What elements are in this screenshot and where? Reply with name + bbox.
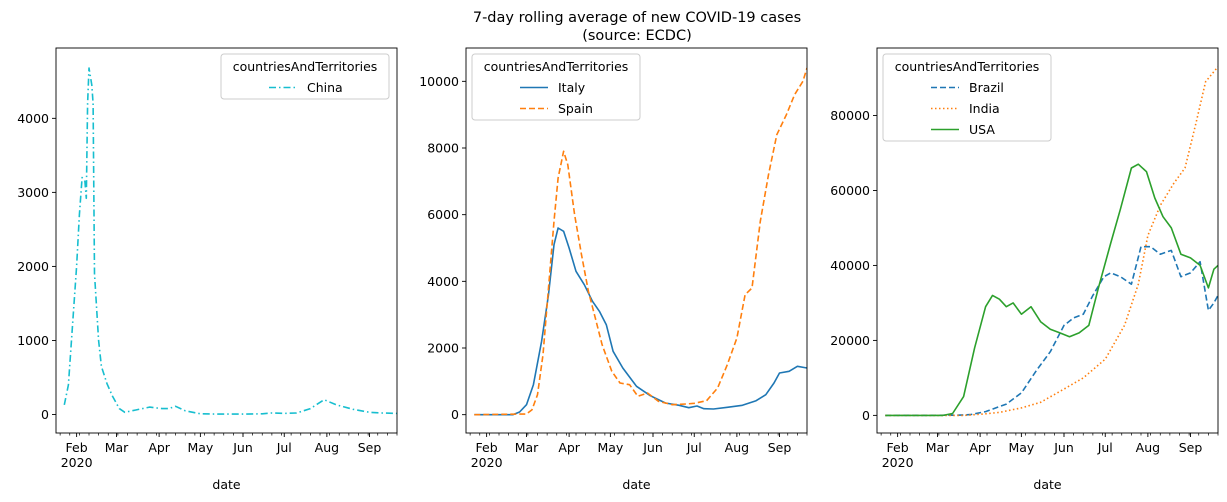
x-tick-label: Jun [642, 440, 663, 455]
x-tick-label: Feb [476, 440, 498, 455]
x-tick-label: Sep [1179, 440, 1203, 455]
x-tick-label: Sep [358, 440, 382, 455]
x-tick-label: Mar [105, 440, 129, 455]
x-tick-label: Apr [148, 440, 170, 455]
x-tick-label: Aug [315, 440, 339, 455]
legend-entry-spain: Spain [558, 101, 593, 116]
x-tick-label: Jul [276, 440, 292, 455]
y-tick-label: 1000 [17, 333, 49, 348]
x-tick-label: Mar [515, 440, 539, 455]
series-line-usa [885, 163, 1218, 417]
x-tick-label: Jul [1097, 440, 1113, 455]
y-tick-label: 4000 [427, 274, 459, 289]
series-line-brazil [885, 245, 1218, 417]
x-tick-label: Jul [686, 440, 702, 455]
x-tick-label: Feb [887, 440, 909, 455]
legend-title: countriesAndTerritories [233, 59, 378, 74]
series-lines [474, 67, 807, 416]
y-tick-label: 80000 [830, 108, 870, 123]
series-line-spain [474, 67, 807, 416]
x-tick-label: May [1008, 440, 1034, 455]
x-axis-label: date [1033, 477, 1061, 492]
legend: countriesAndTerritories Brazil India USA [882, 53, 1052, 142]
axes-frame [465, 47, 808, 434]
y-tick-label: 2000 [17, 259, 49, 274]
x-year-label: 2020 [882, 455, 914, 470]
legend-entry-india: India [969, 101, 1000, 116]
y-tick-label: 8000 [427, 141, 459, 156]
legend-entry-brazil: Brazil [969, 80, 1004, 95]
chart-panels: 0 1000 2000 3000 4000 Feb Mar Apr May Jun Jul Aug Se… [17, 47, 1219, 492]
series-lines [885, 66, 1218, 417]
legend-title: countriesAndTerritories [484, 59, 629, 74]
x-tick-label: Jun [1053, 440, 1074, 455]
x-tick-label: Mar [926, 440, 950, 455]
legend-box [471, 53, 641, 121]
y-tick-label: 3000 [17, 185, 49, 200]
x-tick-label: Apr [969, 440, 991, 455]
legend-entry-usa: USA [969, 122, 995, 137]
x-tick-label: Aug [725, 440, 749, 455]
series-line-italy [474, 227, 807, 416]
x-tick-label: May [187, 440, 213, 455]
figure-title-line2: (source: ECDC) [582, 28, 692, 44]
x-tick-label: May [597, 440, 623, 455]
series-line-china [63, 67, 397, 415]
y-tick-label: 0 [41, 407, 49, 422]
y-tick-label: 60000 [830, 183, 870, 198]
y-tick-label: 6000 [427, 207, 459, 222]
series-lines [63, 67, 397, 415]
y-tick-label: 0 [451, 407, 459, 422]
legend-entry-italy: Italy [558, 80, 586, 95]
x-tick-label: Apr [558, 440, 580, 455]
x-axis-label: date [212, 477, 240, 492]
y-tick-label: 2000 [427, 341, 459, 356]
chart-panel-2: 0 2000 4000 6000 8000 10000 Feb Mar Apr May Jun Jul… [419, 47, 808, 492]
y-tick-label: 4000 [17, 111, 49, 126]
x-tick-label: Feb [66, 440, 88, 455]
axes-frame [55, 47, 398, 434]
y-tick-label: 10000 [419, 74, 459, 89]
y-tick-label: 0 [862, 408, 870, 423]
chart-panel-1: 0 1000 2000 3000 4000 Feb Mar Apr May Jun Jul Aug Se… [17, 47, 398, 492]
x-tick-label: Jun [232, 440, 253, 455]
figure-title-line1: 7-day rolling average of new COVID-19 ca… [473, 10, 801, 26]
x-axis-label: date [622, 477, 650, 492]
legend-entry-china: China [307, 80, 343, 95]
legend: countriesAndTerritories Italy Spain [471, 53, 641, 121]
x-year-label: 2020 [61, 455, 93, 470]
y-tick-label: 20000 [830, 333, 870, 348]
x-tick-label: Aug [1136, 440, 1160, 455]
x-tick-label: Sep [768, 440, 792, 455]
axes-frame [876, 47, 1219, 434]
legend-title: countriesAndTerritories [895, 59, 1040, 74]
legend: countriesAndTerritories China [220, 53, 390, 100]
chart-panel-3: 0 20000 40000 60000 80000 Feb Mar Apr May Jun Jul A… [830, 47, 1219, 492]
legend-box [220, 53, 390, 100]
y-tick-label: 40000 [830, 258, 870, 273]
x-year-label: 2020 [471, 455, 503, 470]
legend-box [882, 53, 1052, 142]
